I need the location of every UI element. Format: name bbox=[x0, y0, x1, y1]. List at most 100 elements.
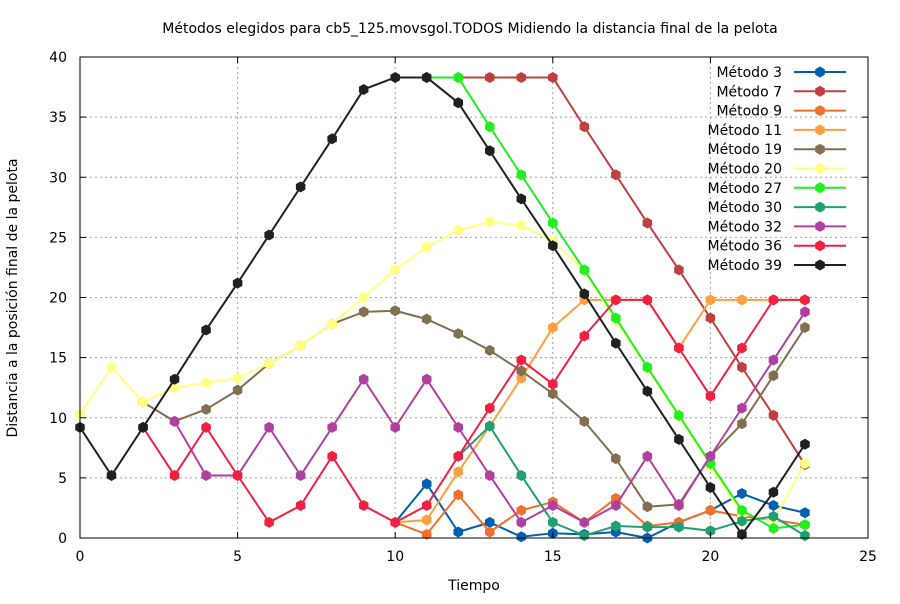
series-line bbox=[395, 298, 805, 524]
legend-entry-7: Método 27 bbox=[708, 181, 846, 197]
data-point bbox=[264, 229, 274, 241]
legend-entry-8: Método 30 bbox=[708, 200, 846, 216]
data-point bbox=[516, 365, 527, 377]
series-line bbox=[79, 76, 806, 536]
data-point bbox=[674, 500, 684, 512]
data-point bbox=[705, 525, 716, 537]
y-tick-label: 35 bbox=[49, 110, 67, 126]
data-point bbox=[421, 373, 432, 385]
data-point bbox=[611, 337, 621, 349]
data-point bbox=[800, 294, 810, 306]
data-point bbox=[390, 516, 400, 528]
data-point bbox=[705, 294, 716, 306]
data-point bbox=[800, 322, 810, 334]
legend-label: Método 39 bbox=[708, 258, 782, 274]
data-point bbox=[516, 354, 527, 366]
chart-title: Métodos elegidos para cb5_125.movsgol.TO… bbox=[162, 21, 777, 37]
data-point bbox=[421, 241, 432, 253]
data-point bbox=[737, 528, 747, 540]
series-4 bbox=[390, 294, 810, 528]
data-point bbox=[295, 469, 306, 481]
data-point bbox=[768, 354, 779, 366]
data-point bbox=[737, 342, 747, 354]
data-point bbox=[548, 217, 558, 229]
data-point bbox=[295, 181, 306, 193]
data-point bbox=[358, 83, 369, 95]
legend-label: Método 9 bbox=[716, 104, 782, 120]
data-point bbox=[327, 133, 337, 145]
legend-label: Método 19 bbox=[708, 142, 782, 158]
data-point bbox=[737, 361, 747, 373]
data-point bbox=[705, 504, 716, 516]
data-point bbox=[579, 415, 590, 427]
data-point bbox=[106, 469, 117, 481]
data-point bbox=[421, 500, 432, 512]
data-point bbox=[327, 421, 337, 433]
legend-entry-9: Método 32 bbox=[708, 219, 846, 235]
data-point bbox=[579, 288, 590, 300]
data-point bbox=[516, 71, 527, 83]
data-point bbox=[421, 528, 432, 540]
data-point bbox=[516, 504, 527, 516]
data-point bbox=[768, 409, 779, 421]
series-line bbox=[394, 482, 806, 539]
legend-label: Método 3 bbox=[716, 65, 782, 81]
y-tick-label: 25 bbox=[49, 230, 67, 246]
legend-entry-11: Método 39 bbox=[708, 258, 846, 274]
data-point bbox=[579, 330, 590, 342]
data-point bbox=[642, 361, 653, 373]
data-point bbox=[453, 526, 463, 538]
data-point bbox=[201, 324, 211, 336]
data-point bbox=[516, 469, 527, 481]
series-11 bbox=[75, 71, 810, 540]
data-point bbox=[453, 97, 463, 109]
data-point bbox=[201, 377, 211, 389]
legend-entry-2: Método 7 bbox=[716, 84, 846, 100]
series-line bbox=[79, 220, 806, 521]
legend-label: Método 27 bbox=[708, 181, 782, 197]
data-point bbox=[579, 264, 590, 276]
data-point bbox=[800, 457, 810, 469]
data-point bbox=[421, 313, 432, 325]
x-axis-label: Tiempo bbox=[447, 578, 500, 594]
data-point bbox=[201, 403, 211, 415]
legend-label: Método 20 bbox=[708, 162, 782, 178]
data-point bbox=[548, 322, 558, 334]
data-point bbox=[705, 312, 716, 324]
data-point bbox=[548, 516, 558, 528]
data-point bbox=[201, 421, 211, 433]
y-tick-label: 5 bbox=[58, 471, 67, 487]
data-point bbox=[579, 121, 590, 133]
data-point bbox=[327, 450, 337, 462]
x-tick-label: 20 bbox=[701, 549, 719, 565]
data-point bbox=[516, 219, 527, 231]
y-tick-label: 40 bbox=[49, 50, 67, 66]
series-2 bbox=[421, 71, 810, 471]
data-point bbox=[485, 71, 495, 83]
y-tick-label: 10 bbox=[49, 411, 67, 427]
legend-label: Método 11 bbox=[708, 123, 782, 139]
data-point bbox=[611, 294, 621, 306]
data-point bbox=[579, 516, 590, 528]
data-point bbox=[768, 486, 779, 498]
series-line bbox=[457, 425, 806, 537]
data-point bbox=[800, 519, 810, 531]
legend-label: Método 7 bbox=[716, 84, 782, 100]
data-point bbox=[485, 516, 495, 528]
data-point bbox=[169, 469, 180, 481]
data-point bbox=[642, 385, 653, 397]
axes: 0 5 10 15 20 25 0 5 10 15 20 25 30 35 40 bbox=[49, 50, 877, 565]
legend-marker bbox=[815, 124, 825, 136]
legend-label: Método 36 bbox=[708, 239, 783, 255]
legend-marker bbox=[815, 66, 825, 78]
series-7 bbox=[421, 71, 810, 534]
data-point bbox=[768, 510, 779, 522]
data-point bbox=[453, 224, 463, 236]
y-tick-label: 0 bbox=[58, 531, 67, 547]
legend-marker bbox=[815, 105, 825, 117]
legend-label: Método 32 bbox=[708, 219, 782, 235]
series-line bbox=[394, 493, 806, 536]
data-point bbox=[674, 409, 684, 421]
data-point bbox=[737, 504, 747, 516]
